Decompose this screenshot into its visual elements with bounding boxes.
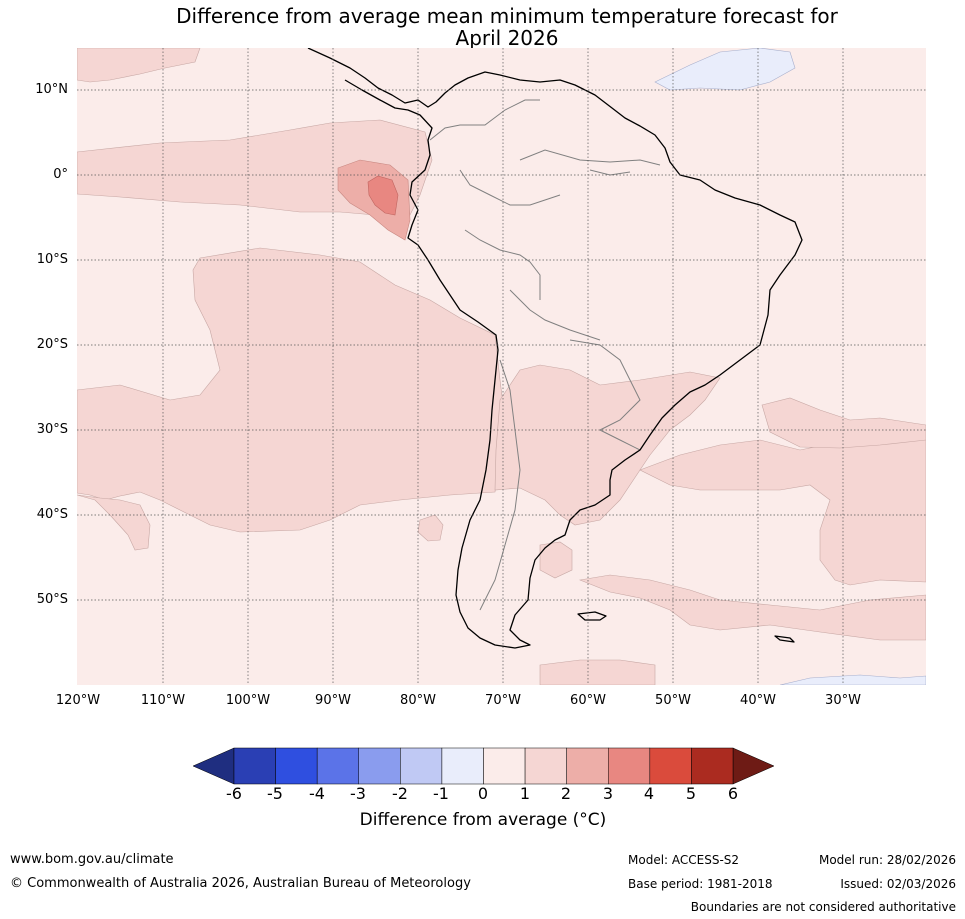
colorbar-tick: -1 [433,784,449,803]
colorbar-extend-low [192,747,235,785]
colorbar-extend-high [732,747,775,785]
colorbar-tick: 0 [477,784,489,803]
colorbar-tick: -3 [350,784,366,803]
anomaly-region [779,674,926,685]
colorbar-cell [566,747,609,785]
colorbar-cell [483,747,526,785]
gridlines [77,48,926,685]
colorbar [192,747,775,785]
colorbar-tick: -4 [309,784,325,803]
lat-label-10n: 10°N [35,82,68,97]
model-text: Model: ACCESS-S2 [628,853,740,867]
lat-label-30s: 30°S [36,422,68,437]
issued-text: Issued: 02/03/2026 [840,877,956,891]
chart-title-line-1: Difference from average mean minimum tem… [176,4,838,28]
chart-title-line-2: April 2026 [455,26,559,50]
colorbar-cell [275,747,318,785]
lon-label-110w: 110°W [140,693,186,708]
website-link[interactable]: www.bom.gov.au/climate [10,852,174,867]
lon-label-120w: 120°W [55,693,101,708]
lon-label-60w: 60°W [570,693,606,708]
colorbar-tick: -2 [392,784,408,803]
lon-label-90w: 90°W [315,693,351,708]
colorbar-label: Difference from average (°C) [359,810,607,830]
anomaly-region [77,247,506,533]
anomaly-region [761,397,926,449]
lon-label-70w: 70°W [485,693,521,708]
colorbar-tick: 3 [602,784,614,803]
colorbar-cell [524,747,567,785]
lon-label-80w: 80°W [400,693,436,708]
lon-label-30w: 30°W [825,693,861,708]
disclaimer-text: Boundaries are not considered authoritat… [690,900,956,914]
anomaly-field [77,48,926,685]
lat-label-40s: 40°S [36,507,68,522]
lat-label-0: 0° [53,167,68,182]
coastline [307,48,803,649]
anomaly-region [77,494,151,551]
colorbar-tick: 4 [643,784,655,803]
colorbar-cell [316,747,359,785]
anomaly-region [77,48,201,83]
anomaly-region [539,659,656,685]
anomaly-3-4-region [367,175,399,216]
lat-label-10s: 10°S [36,252,68,267]
anomaly-region [578,574,926,641]
anomaly-negative-regions [654,48,926,685]
colorbar-tick: -5 [267,784,283,803]
anomaly-region [539,541,573,579]
colorbar-tick: 1 [519,784,531,803]
anomaly-region [654,48,796,91]
country-borders [429,99,661,611]
lat-label-20s: 20°S [36,337,68,352]
colorbar-cell [233,747,276,785]
lon-label-50w: 50°W [655,693,691,708]
colorbar-cell [400,747,443,785]
colorbar-tick: 2 [560,784,572,803]
lat-label-50s: 50°S [36,592,68,607]
colorbar-cell [649,747,692,785]
colorbar-cell [608,747,651,785]
copyright-text: © Commonwealth of Australia 2026, Austra… [10,876,471,891]
colorbar-cell [441,747,484,785]
colorbar-tick: 5 [685,784,697,803]
colorbar-tick: -6 [226,784,242,803]
base-period-text: Base period: 1981-2018 [628,877,773,891]
lon-label-40w: 40°W [740,693,776,708]
anomaly-region [494,364,721,526]
colorbar-cells [233,747,734,785]
colorbar-cell [358,747,401,785]
model-run-text: Model run: 28/02/2026 [818,853,956,867]
anomaly-region [639,426,926,586]
lon-label-100w: 100°W [225,693,271,708]
colorbar-tick: 6 [727,784,739,803]
colorbar-cell [691,747,734,785]
